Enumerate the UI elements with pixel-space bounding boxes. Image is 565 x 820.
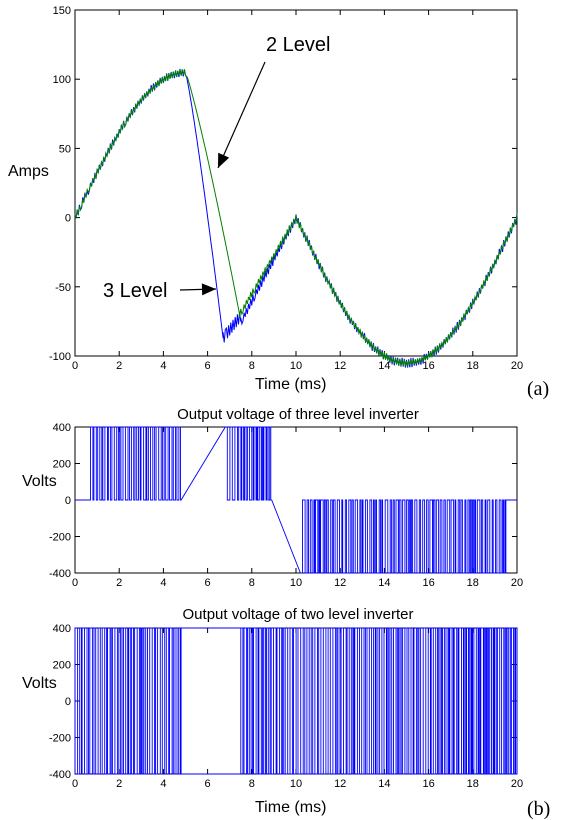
three-level-voltage-chart: 0 2 4 6 8 10 12 14 16 18 20 400 200 0 -200 -400: [49, 422, 523, 589]
two-level-title: Output voltage of two level inverter: [183, 606, 414, 623]
three-level-x-tick-label: 2: [116, 577, 122, 589]
current-x-axis-label: Time (ms): [255, 376, 326, 393]
two-level-voltage-chart: 0 2 4 6 8 10 12 14 16 18 20 400 200 0 -200 -400: [49, 623, 523, 790]
two-level-x-tick-label: 0: [72, 778, 78, 790]
current-plot-frame: [74, 9, 518, 357]
current-y-tick-label: 150: [53, 5, 71, 17]
two-level-x-tick-label: 4: [160, 778, 166, 790]
current-x-tick-label: 14: [378, 360, 390, 372]
two-level-x-tick-label: 18: [467, 778, 479, 790]
two-level-x-tick-label: 8: [249, 778, 255, 790]
two-level-y-tick-label: 400: [53, 623, 71, 635]
current-y-axis-label: Amps: [8, 163, 49, 180]
three-level-x-tick-label: 8: [249, 577, 255, 589]
three-level-x-tick-label: 10: [290, 577, 302, 589]
two-level-y-tick-label: 200: [53, 660, 71, 672]
annotation-2-level: 2 Level: [266, 34, 331, 56]
panel-a-label: (a): [527, 378, 549, 400]
two-level-voltage-trace: [74, 627, 518, 775]
current-y-tick-label: 100: [53, 74, 71, 86]
annotation-2-level-arrow-head: [218, 152, 230, 168]
three-level-x-tick-label: 16: [422, 577, 434, 589]
current-x-tick-label: 20: [511, 360, 523, 372]
two-level-y-tick-label: 0: [65, 696, 71, 708]
series-2-level: [74, 69, 518, 367]
three-level-y-tick-label: -400: [49, 568, 71, 580]
current-x-tick-label: 10: [290, 360, 302, 372]
current-x-tick-label: 8: [249, 360, 255, 372]
two-level-x-axis-label: Time (ms): [255, 799, 326, 816]
three-level-title: Output voltage of three level inverter: [177, 406, 419, 423]
panel-b-label: (b): [527, 798, 550, 820]
three-level-x-tick-label: 18: [467, 577, 479, 589]
three-level-x-tick-label: 4: [160, 577, 166, 589]
three-level-x-tick-label: 6: [205, 577, 211, 589]
current-x-tick-label: 0: [72, 360, 78, 372]
current-y-tick-label: -100: [49, 351, 71, 363]
two-level-y-tick-label: -400: [49, 769, 71, 781]
current-x-tick-label: 12: [334, 360, 346, 372]
current-x-tick-label: 4: [160, 360, 166, 372]
three-level-y-tick-label: 0: [65, 495, 71, 507]
current-x-tick-label: 16: [422, 360, 434, 372]
three-level-x-tick-label: 12: [334, 577, 346, 589]
two-level-x-tick-label: 2: [116, 778, 122, 790]
three-level-x-tick-label: 20: [511, 577, 523, 589]
two-level-x-tick-label: 20: [511, 778, 523, 790]
three-level-x-tick-label: 0: [72, 577, 78, 589]
three-level-y-axis-label: Volts: [22, 473, 57, 490]
two-level-x-tick-label: 12: [334, 778, 346, 790]
two-level-x-tick-label: 16: [422, 778, 434, 790]
current-x-tick-label: 2: [116, 360, 122, 372]
three-level-y-tick-label: 200: [53, 459, 71, 471]
two-level-y-tick-label: -200: [49, 733, 71, 745]
annotation-3-level-arrow-head: [201, 283, 216, 296]
current-y-tick-label: 50: [59, 143, 71, 155]
three-level-voltage-trace: [75, 426, 517, 574]
two-level-y-axis-label: Volts: [22, 675, 57, 692]
current-y-tick-label: -50: [55, 282, 71, 294]
three-level-x-tick-label: 14: [378, 577, 390, 589]
two-level-x-tick-label: 10: [290, 778, 302, 790]
current-x-tick-label: 6: [205, 360, 211, 372]
two-level-x-tick-label: 14: [378, 778, 390, 790]
annotation-2-level-arrow-line: [217, 61, 266, 169]
two-level-x-tick-label: 6: [205, 778, 211, 790]
annotation-3-level: 3 Level: [103, 280, 168, 302]
current-x-tick-label: 18: [467, 360, 479, 372]
current-chart: 0 2 4 6 8 10 12 14 16 18 20 150 100 50 0 -50 -100: [49, 5, 523, 372]
current-y-tick-label: 0: [65, 213, 71, 225]
three-level-y-tick-label: 400: [53, 422, 71, 434]
three-level-y-tick-label: -200: [49, 532, 71, 544]
